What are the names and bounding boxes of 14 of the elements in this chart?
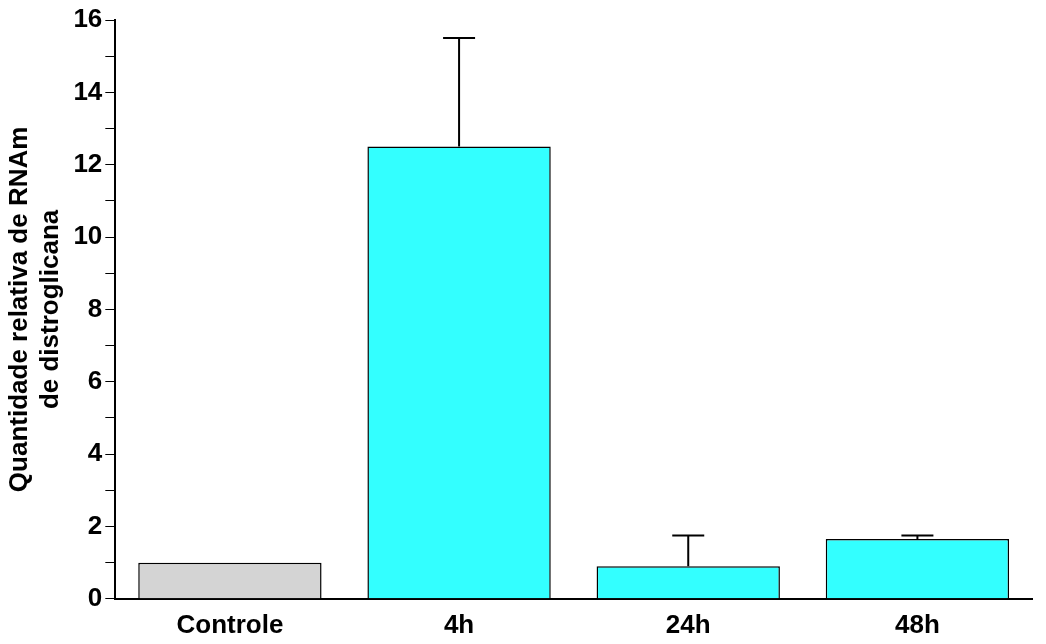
y-tick-label: 8 xyxy=(87,292,103,323)
y-tick-label: 12 xyxy=(73,147,103,178)
y-tick-label: 16 xyxy=(73,3,103,34)
y-tick-label: 14 xyxy=(73,75,103,106)
y-axis-title: Quantidade relativa de RNAm de distroglicana xyxy=(2,126,64,493)
x-tick-label: Controle xyxy=(176,608,284,639)
y-tick-label: 4 xyxy=(87,437,103,468)
x-tick-label: 48h xyxy=(895,608,940,639)
y-tick-label: 2 xyxy=(87,509,103,540)
y-tick-label: 6 xyxy=(87,364,103,395)
x-tick-label: 24h xyxy=(665,608,711,639)
y-tick-label: 10 xyxy=(73,220,103,251)
x-tick-label: 4h xyxy=(443,608,475,639)
y-tick-label: 0 xyxy=(87,581,103,612)
